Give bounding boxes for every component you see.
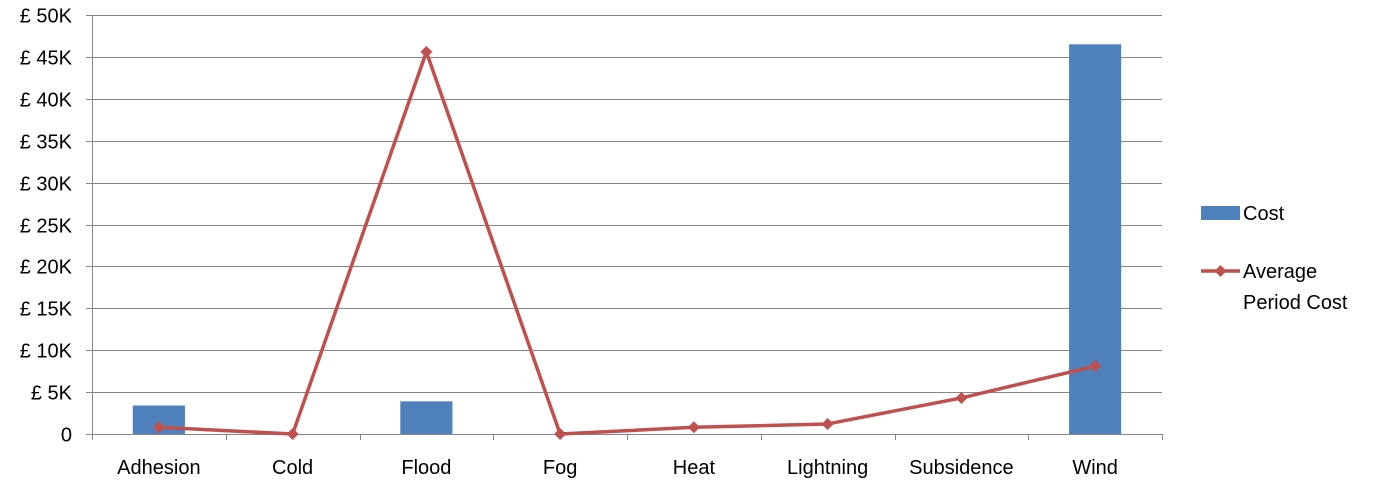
x-tick-label: Adhesion <box>117 457 200 479</box>
x-tick-label: Flood <box>401 457 451 479</box>
y-tick-label: £ 50K <box>20 6 73 28</box>
point-flood <box>420 45 433 58</box>
y-tick-label: £ 5K <box>31 383 73 405</box>
x-tick-label: Cold <box>272 457 313 479</box>
bar-flood <box>400 401 453 434</box>
point-subsidence <box>955 391 968 404</box>
x-axis-tick-labels: Adhesion Cold Flood Fog Heat Lightning Subside… <box>117 457 1118 479</box>
series-line <box>158 50 1096 436</box>
x-tick-label: Subsidence <box>909 457 1014 479</box>
legend-swatch-cost <box>1201 206 1240 220</box>
y-tick-label: £ 15K <box>20 299 73 321</box>
y-tick-label: 0 <box>61 425 72 447</box>
x-tick-label: Fog <box>543 457 577 479</box>
point-cold <box>286 428 299 440</box>
y-tick-label: £ 35K <box>20 132 73 154</box>
y-tick-label: £ 45K <box>20 48 73 70</box>
x-tick-label: Wind <box>1072 457 1118 479</box>
y-tick-label: £ 40K <box>20 90 73 112</box>
point-heat <box>687 421 700 434</box>
point-adhesion <box>152 421 165 434</box>
y-tick-label: £ 30K <box>20 174 73 196</box>
legend-label: Cost <box>1243 203 1285 225</box>
cost-bars <box>132 44 1122 435</box>
y-axis-tick-labels: 0 £ 5K £ 10K £ 15K £ 20K £ 25K £ 30K £ 35K £ 40K… <box>20 6 73 447</box>
legend: Cost Average Period Cost <box>1201 203 1348 314</box>
y-tick-label: £ 10K <box>20 341 73 363</box>
legend-label: Period Cost <box>1243 292 1348 314</box>
gridlines <box>86 15 1162 435</box>
x-tick-label: Lightning <box>787 457 868 479</box>
legend-label: Average <box>1243 261 1317 283</box>
x-tick-label: Heat <box>673 457 716 479</box>
axes <box>92 15 1163 440</box>
bar-wind <box>1069 44 1122 435</box>
point-fog <box>554 428 567 440</box>
point-lightning <box>821 417 834 430</box>
y-tick-label: £ 20K <box>20 257 73 279</box>
y-tick-label: £ 25K <box>20 216 73 238</box>
point-wind <box>1089 360 1102 373</box>
average-period-cost-line <box>152 45 1102 440</box>
legend-marker-diamond <box>1214 265 1227 277</box>
